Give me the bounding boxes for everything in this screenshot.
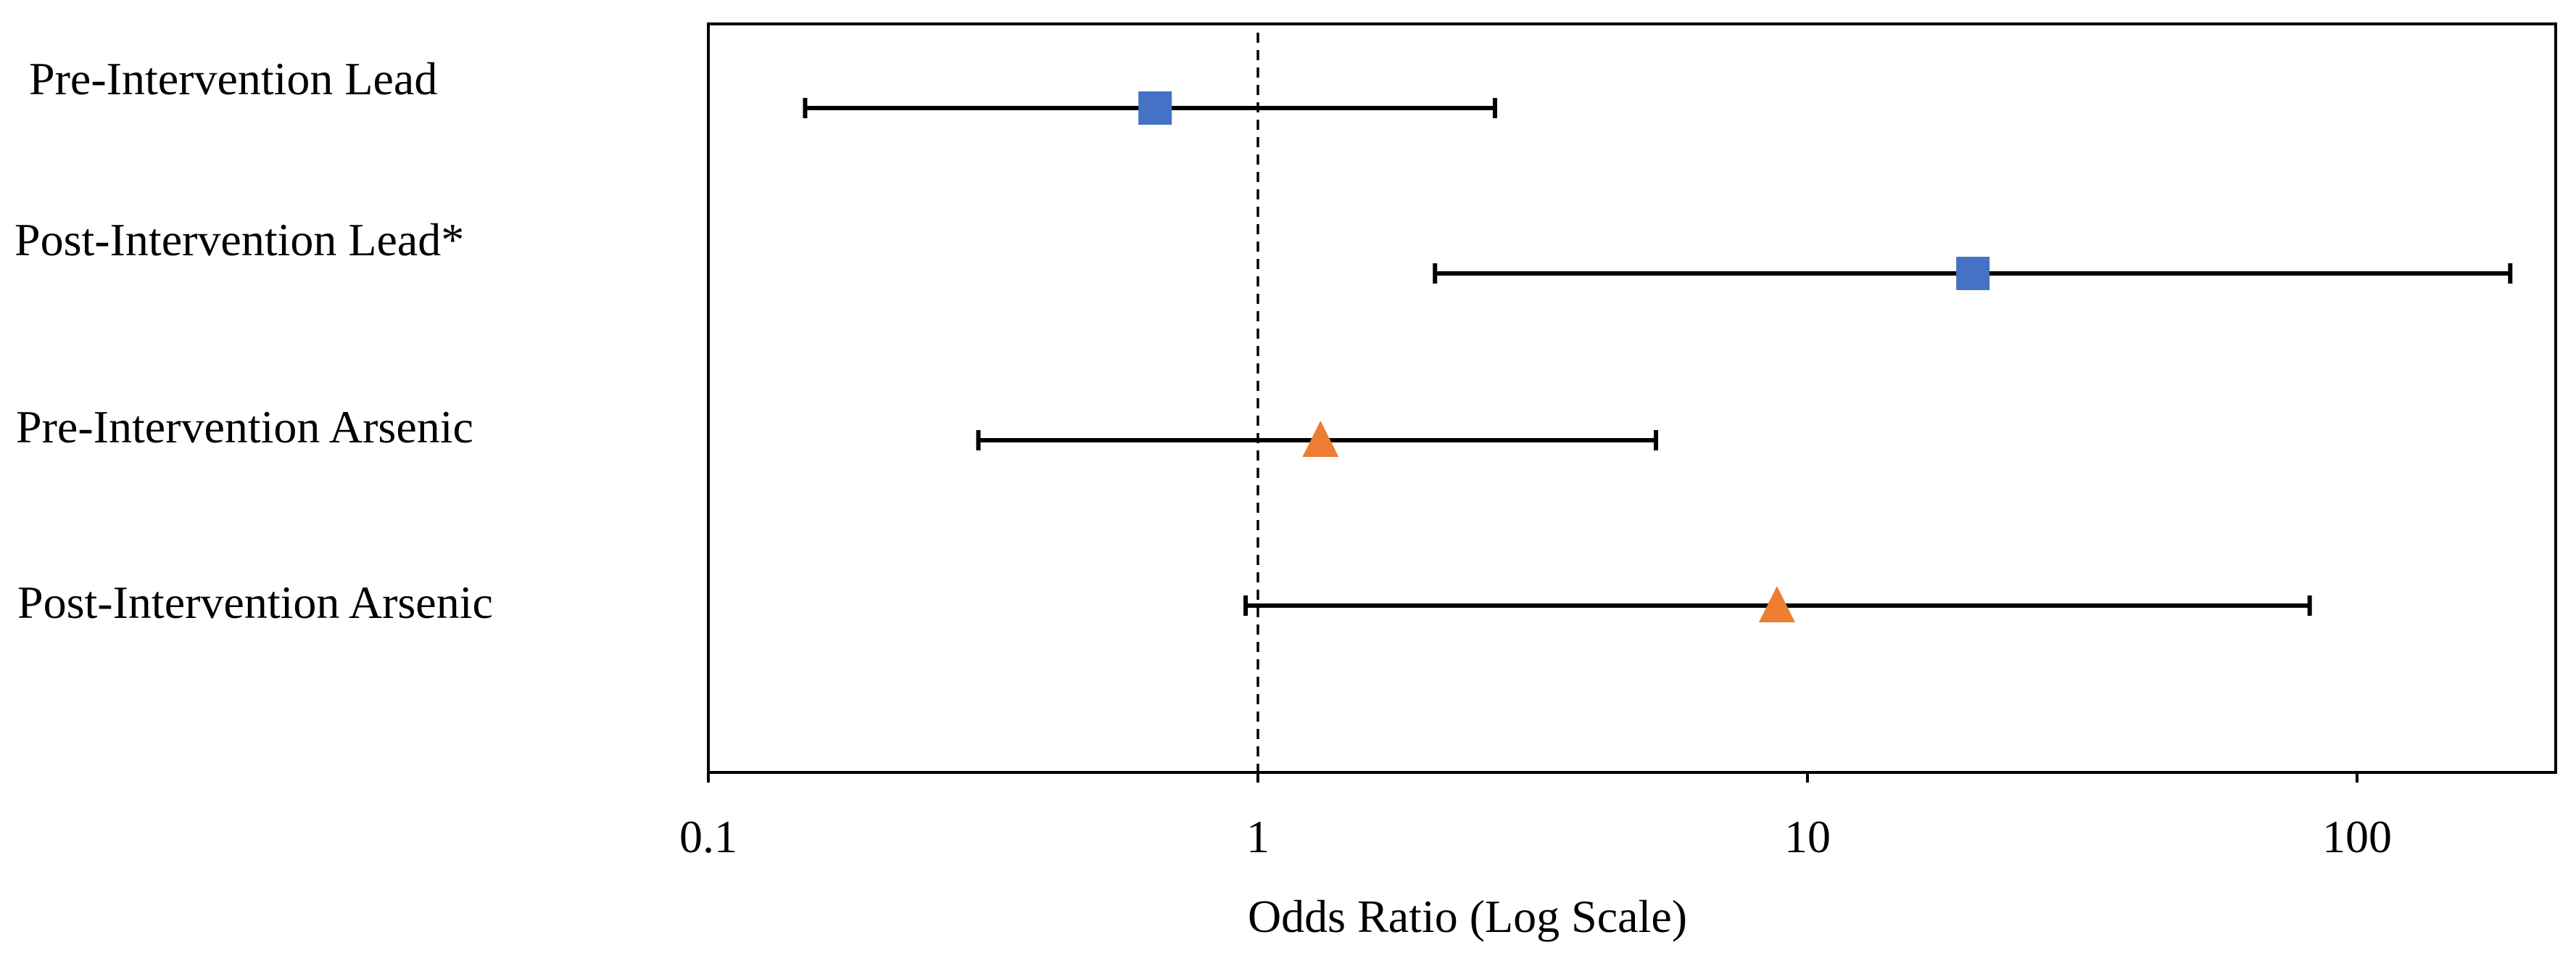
row-label: Pre-Intervention Lead bbox=[29, 53, 437, 104]
odds-ratio-square-marker bbox=[1138, 91, 1172, 125]
odds-ratio-triangle-marker bbox=[1302, 421, 1339, 457]
x-axis-title: Odds Ratio (Log Scale) bbox=[1248, 891, 1687, 942]
plot-area-frame bbox=[707, 22, 2557, 774]
row-label: Post-Intervention Arsenic bbox=[17, 577, 493, 628]
odds-ratio-square-marker bbox=[1956, 257, 1990, 290]
x-tick-label: 1 bbox=[1246, 811, 1270, 862]
row-label: Pre-Intervention Arsenic bbox=[16, 401, 473, 453]
x-tick-label: 0.1 bbox=[679, 811, 737, 862]
odds-ratio-triangle-marker bbox=[1758, 586, 1795, 622]
x-tick-label: 10 bbox=[1784, 811, 1831, 862]
row-label: Post-Intervention Lead* bbox=[15, 214, 464, 265]
x-tick-label: 100 bbox=[2322, 811, 2392, 862]
